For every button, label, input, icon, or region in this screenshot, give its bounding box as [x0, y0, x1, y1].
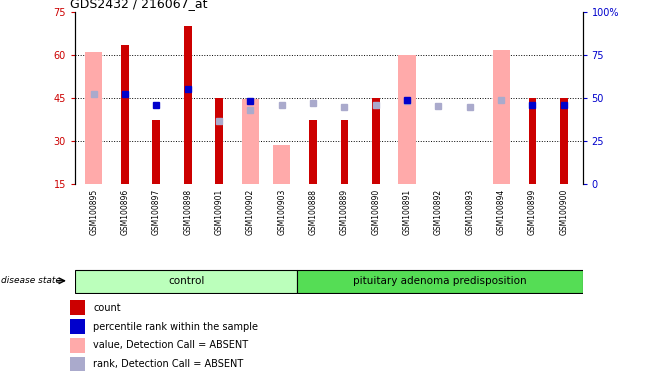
Text: GSM100894: GSM100894 [497, 189, 506, 235]
Text: count: count [93, 303, 120, 313]
Text: GSM100897: GSM100897 [152, 189, 161, 235]
Text: value, Detection Call = ABSENT: value, Detection Call = ABSENT [93, 340, 248, 350]
Bar [340, 119, 348, 184]
Text: GSM100893: GSM100893 [465, 189, 475, 235]
Bar [70, 300, 85, 315]
Text: GSM100892: GSM100892 [434, 189, 443, 235]
Text: GSM100900: GSM100900 [559, 189, 568, 235]
Bar [493, 50, 510, 184]
Bar [215, 98, 223, 184]
Bar [529, 98, 536, 184]
FancyBboxPatch shape [298, 270, 583, 293]
FancyBboxPatch shape [75, 270, 298, 293]
Text: GSM100895: GSM100895 [89, 189, 98, 235]
Text: rank, Detection Call = ABSENT: rank, Detection Call = ABSENT [93, 359, 243, 369]
Bar [121, 45, 129, 184]
Bar [372, 98, 380, 184]
Text: GSM100899: GSM100899 [528, 189, 537, 235]
Bar [560, 98, 568, 184]
Bar [152, 119, 160, 184]
Text: GSM100896: GSM100896 [120, 189, 130, 235]
Bar [70, 338, 85, 353]
Text: GSM100891: GSM100891 [402, 189, 411, 235]
Text: pituitary adenoma predisposition: pituitary adenoma predisposition [353, 276, 527, 286]
Text: GSM100890: GSM100890 [371, 189, 380, 235]
Text: GSM100889: GSM100889 [340, 189, 349, 235]
Text: percentile rank within the sample: percentile rank within the sample [93, 322, 258, 332]
Text: disease state: disease state [1, 276, 61, 285]
Bar [70, 319, 85, 334]
Bar [70, 357, 85, 372]
Bar [242, 99, 259, 184]
Text: GSM100903: GSM100903 [277, 189, 286, 235]
Bar [184, 26, 191, 184]
Bar [309, 119, 317, 184]
Text: GSM100888: GSM100888 [309, 189, 318, 235]
Text: GSM100902: GSM100902 [246, 189, 255, 235]
Text: GDS2432 / 216067_at: GDS2432 / 216067_at [70, 0, 207, 10]
Text: GSM100898: GSM100898 [183, 189, 192, 235]
Bar [398, 55, 416, 184]
Text: GSM100901: GSM100901 [215, 189, 223, 235]
Bar [273, 146, 290, 184]
Bar [85, 52, 102, 184]
Text: control: control [168, 276, 204, 286]
